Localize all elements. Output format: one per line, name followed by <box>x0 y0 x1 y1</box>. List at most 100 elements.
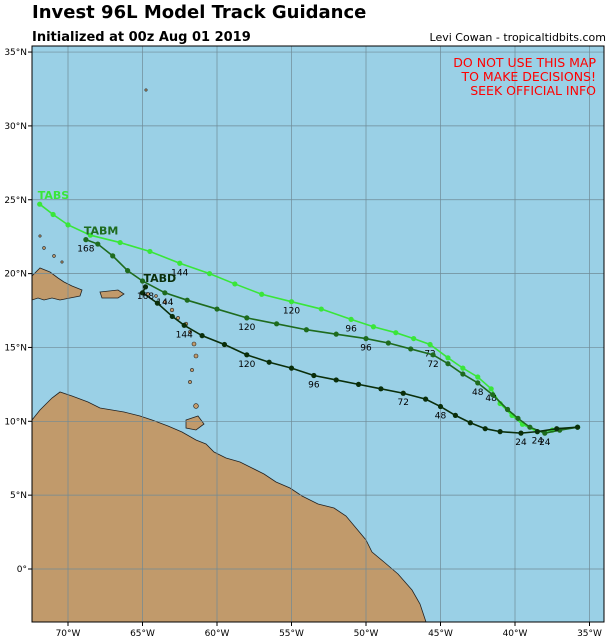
track-point <box>400 390 406 396</box>
track-point <box>318 306 324 312</box>
track-point <box>266 359 272 365</box>
track-point <box>518 430 524 436</box>
hispaniola-island <box>32 267 83 301</box>
track-point <box>574 424 581 430</box>
forecast-hour-label: 120 <box>238 323 255 333</box>
map-title: Invest 96L Model Track Guidance <box>32 2 367 23</box>
trinidad-island <box>185 415 205 431</box>
forecast-hour-label: 144 <box>171 268 188 278</box>
forecast-hour-label: 120 <box>283 307 300 317</box>
track-point <box>288 299 295 305</box>
forecast-hour-label: 24 <box>539 438 551 448</box>
track-point <box>467 420 473 426</box>
lat-tick-label: 35°N <box>4 48 27 58</box>
track-point <box>460 371 466 377</box>
track-point <box>333 377 339 383</box>
track-point <box>385 340 391 346</box>
lat-tick-label: 10°N <box>4 417 27 427</box>
track-point <box>430 352 436 358</box>
track-point <box>475 380 481 386</box>
lon-tick-label: 50°W <box>354 629 379 639</box>
forecast-hour-label: 168 <box>137 292 154 302</box>
warning-text: DO NOT USE THIS MAP TO MAKE DECISIONS! S… <box>453 56 596 98</box>
track-point <box>348 316 354 322</box>
warning-line-3: SEEK OFFICIAL INFO <box>470 83 596 98</box>
lon-tick-label: 70°W <box>56 629 81 639</box>
track-point <box>542 430 548 436</box>
forecast-hour-label: 96 <box>345 324 357 334</box>
track-point <box>162 290 168 296</box>
track-point <box>452 412 458 418</box>
track-point <box>482 426 488 432</box>
track-point <box>411 335 417 342</box>
track-point <box>527 424 533 430</box>
south-america-landmass <box>32 391 427 622</box>
lat-tick-label: 15°N <box>4 343 27 353</box>
track-point <box>378 386 384 392</box>
track-point <box>117 239 123 246</box>
track-point <box>554 426 560 432</box>
forecast-hour-label: 48 <box>485 394 497 404</box>
forecast-hour-label: 72 <box>427 360 438 370</box>
track-point <box>311 372 317 379</box>
track-point <box>214 306 220 312</box>
track-point <box>437 403 444 410</box>
map-frame <box>31 45 605 623</box>
lat-tick-label: 30°N <box>4 122 27 132</box>
track-point <box>139 278 146 284</box>
forecast-hour-label: 72 <box>398 398 409 408</box>
track-point <box>534 429 540 435</box>
forecast-hour-label: 144 <box>156 298 173 308</box>
track-point <box>288 365 295 371</box>
track-point <box>333 331 339 337</box>
forecast-hour-label: 96 <box>360 344 372 354</box>
lon-tick-label: 60°W <box>205 629 230 639</box>
track-tabs: TABS 24 48 72 96 120 144 <box>37 189 581 447</box>
puerto-rico-island <box>99 289 125 299</box>
lon-tick-label: 35°W <box>577 629 602 639</box>
track-point <box>83 237 89 243</box>
longitude-axis: 70°W 65°W 60°W 55°W 50°W 45°W 40°W 35°W <box>56 622 602 639</box>
forecast-hour-label: 96 <box>308 381 320 391</box>
forecast-hour-label: 120 <box>238 360 255 370</box>
forecast-hour-label: 24 <box>532 437 544 447</box>
model-tracks: TABS24487296120144TABM24487296120144168T… <box>37 189 581 448</box>
track-point <box>87 232 93 238</box>
lon-tick-label: 55°W <box>279 629 304 639</box>
lon-tick-label: 40°W <box>503 629 528 639</box>
track-name-label: TABS <box>38 189 70 202</box>
lat-tick-label: 25°N <box>4 196 27 206</box>
track-point <box>65 222 71 228</box>
track-point <box>497 429 503 435</box>
track-point <box>515 415 521 421</box>
lon-tick-label: 45°W <box>428 629 453 639</box>
forecast-hour-label: 24 <box>515 438 527 448</box>
track-point <box>408 346 414 352</box>
track-point <box>475 374 481 380</box>
track-point <box>488 386 494 392</box>
track-point <box>37 201 43 207</box>
track-point <box>95 241 101 247</box>
track-point <box>504 406 511 413</box>
lat-lon-grid <box>32 46 604 622</box>
lat-tick-label: 20°N <box>4 270 27 280</box>
forecast-hour-label: 48 <box>472 388 484 398</box>
track-point <box>445 361 451 367</box>
track-point <box>427 341 433 348</box>
track-name-label: TABM <box>84 225 119 238</box>
track-point <box>177 260 183 266</box>
forecast-hour-label: 48 <box>435 412 447 422</box>
track-point <box>125 268 131 274</box>
track-point <box>244 315 250 321</box>
track-point <box>50 211 56 218</box>
track-point <box>110 253 116 259</box>
track-point <box>445 355 451 361</box>
track-point <box>370 324 377 330</box>
track-point <box>274 321 280 327</box>
track-point <box>303 327 309 333</box>
track-point <box>244 352 250 358</box>
track-point <box>490 392 496 398</box>
track-point <box>142 284 149 290</box>
